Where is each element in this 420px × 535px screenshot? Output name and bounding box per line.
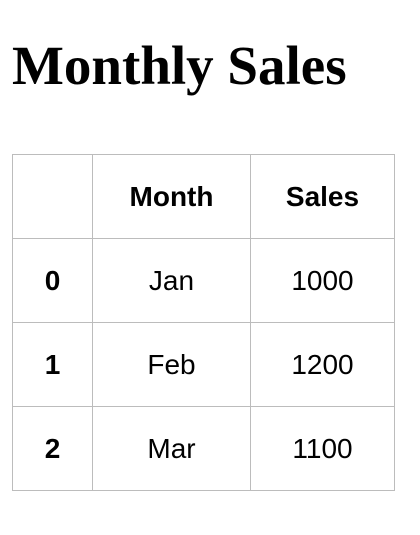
month-cell: Mar	[92, 406, 251, 491]
header-index	[12, 154, 93, 239]
sales-cell: 1000	[250, 238, 395, 323]
row-index: 1	[12, 322, 93, 407]
row-index: 2	[12, 406, 93, 491]
page-title: Monthly Sales	[12, 35, 347, 96]
sales-table: Month Sales 0 Jan 1000 1 Feb 1200 2 Mar …	[12, 154, 395, 491]
sales-cell: 1200	[250, 322, 395, 407]
table-row: 1 Feb 1200	[12, 322, 395, 407]
month-cell: Jan	[92, 238, 251, 323]
table-header: Month Sales	[12, 154, 395, 239]
table-body: 0 Jan 1000 1 Feb 1200 2 Mar 1100	[12, 238, 395, 491]
row-index: 0	[12, 238, 93, 323]
sales-cell: 1100	[250, 406, 395, 491]
table-row: 0 Jan 1000	[12, 238, 395, 323]
header-month: Month	[92, 154, 251, 239]
month-cell: Feb	[92, 322, 251, 407]
header-sales: Sales	[250, 154, 395, 239]
header-row: Month Sales	[12, 154, 395, 239]
table-row: 2 Mar 1100	[12, 406, 395, 491]
